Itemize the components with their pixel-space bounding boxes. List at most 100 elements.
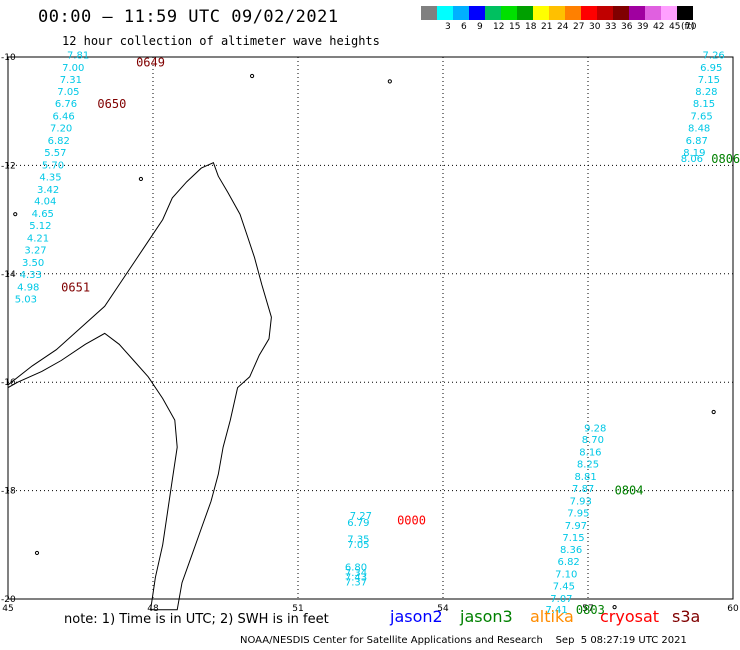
y-tick-label: -14 <box>1 270 16 280</box>
swh-value-label: 7.26 <box>703 50 725 61</box>
swh-value-label: 7.97 <box>565 521 587 532</box>
swh-value-label: 7.10 <box>555 570 577 581</box>
legend-swatch <box>549 6 565 20</box>
swh-value-label: 4.21 <box>27 234 49 245</box>
swh-value-label: 6.46 <box>52 112 74 123</box>
swh-value-label: 7.34 <box>345 568 367 579</box>
coastline <box>7 73 716 611</box>
swh-value-label: 6.79 <box>347 518 369 529</box>
swh-value-label: 8.81 <box>574 472 596 483</box>
swh-value-label: 8.36 <box>560 545 582 556</box>
lat-lon-grid <box>8 57 733 599</box>
x-tick-label: 60 <box>727 604 739 614</box>
track-time-label: 0804 <box>615 484 644 498</box>
x-tick-label: 57 <box>582 604 593 614</box>
track-group: 7.81 7.007.317.056.76 6.467.206.825.575.70… <box>15 50 165 305</box>
swh-value-label: 6.95 <box>700 63 722 74</box>
swh-value-label: 5.03 <box>15 294 37 305</box>
legend-label: 70 <box>685 22 697 32</box>
legend-label: 27 <box>573 22 585 32</box>
legend-swatch <box>469 6 485 20</box>
swh-value-label: 7.43 <box>345 572 367 583</box>
legend-label: 18 <box>525 22 537 32</box>
swh-value-label: 6.87 <box>686 136 708 147</box>
swh-value-label: 5.70 <box>42 160 64 171</box>
swh-value-label: 7.65 <box>690 112 712 123</box>
swh-value-label: 7.93 <box>570 496 592 507</box>
credit-line: NOAA/NESDIS Center for Satellite Applica… <box>240 635 687 646</box>
legend-swatch <box>453 6 469 20</box>
legend-swatch <box>421 6 437 20</box>
satellite-label-cryosat: cryosat <box>600 607 660 626</box>
swh-value-label: 7.41 <box>545 605 567 616</box>
swh-value-label: 8.06 <box>681 154 703 165</box>
y-tick-label: -16 <box>1 378 16 388</box>
swh-value-label: 6.76 <box>55 99 77 110</box>
swh-value-label: 8.70 <box>582 435 604 446</box>
y-tick-label: -18 <box>1 487 16 497</box>
x-tick-label: 51 <box>292 604 303 614</box>
legend-label: 6 <box>461 22 467 32</box>
legend-label: 30 <box>589 22 601 32</box>
island-outline <box>13 212 18 217</box>
track-time-label: 0806 <box>711 152 740 166</box>
swh-value-label: 7.15 <box>698 75 720 86</box>
swh-value-label: 7.00 <box>62 63 84 74</box>
legend-swatch <box>485 6 501 20</box>
swh-value-label: 4.33 <box>20 270 42 281</box>
color-scale-legend <box>421 6 693 20</box>
swh-value-label: 8.25 <box>577 460 599 471</box>
legend-swatch <box>629 6 645 20</box>
legend-label: 24 <box>557 22 569 32</box>
swh-value-label: 5.12 <box>29 221 51 232</box>
legend-label: 42 <box>653 22 665 32</box>
x-tick-label: 48 <box>147 604 159 614</box>
swh-value-label: 7.05 <box>347 540 369 551</box>
island-outline <box>34 550 40 556</box>
legend-unit: (ft) <box>681 22 695 32</box>
legend-label: 12 <box>493 22 505 32</box>
track-group: 9.288.70 8.168.258.817.877.937.95 7.977.15… <box>545 423 643 617</box>
swh-value-label: 4.65 <box>32 209 54 220</box>
legend-label: 33 <box>605 22 617 32</box>
island-outline <box>387 79 392 84</box>
legend-label: 3 <box>445 22 451 32</box>
swh-value-label: 7.35 <box>347 534 369 545</box>
x-tick-label: 54 <box>437 604 449 614</box>
altimeter-tracks: 7.817.007.317.056.766.467.206.825.575.70… <box>15 50 740 616</box>
swh-value-label: 8.16 <box>579 448 601 459</box>
swh-value-label: 7.15 <box>562 533 584 544</box>
island-outline <box>249 73 255 79</box>
swh-value-label: 7.07 <box>550 594 572 605</box>
swh-value-label: 4.35 <box>39 172 61 183</box>
map-frame <box>7 56 734 600</box>
swh-value-label: 6.82 <box>48 136 70 147</box>
footer-note: note: 1) Time is in UTC; 2) SWH is in fe… <box>64 612 329 627</box>
y-tick-label: -20 <box>1 595 16 605</box>
satellite-label-altika: altika <box>530 607 574 626</box>
island-outline <box>711 409 716 415</box>
island-outline <box>612 605 617 610</box>
satellite-label-s3a: s3a <box>672 607 701 626</box>
swh-value-label: 6.80 <box>345 563 367 574</box>
legend-swatch <box>677 6 693 20</box>
swh-value-label: 8.28 <box>695 87 717 98</box>
swh-value-label: 7.87 <box>572 484 594 495</box>
swh-value-label: 7.20 <box>50 124 72 135</box>
swh-value-label: 8.48 <box>688 124 710 135</box>
track-group: 7.26 6.957.158.288.15 7.658.486.878.198.06… <box>681 50 740 166</box>
legend-label: 15 <box>509 22 521 32</box>
x-tick-label: 45 <box>2 604 13 614</box>
swh-value-label: 7.31 <box>60 75 82 86</box>
legend-label: 45 <box>669 22 681 32</box>
legend-swatch <box>581 6 597 20</box>
island-outline <box>138 176 144 182</box>
legend-label: 39 <box>637 22 649 32</box>
track-time-label: 0651 <box>61 280 90 294</box>
satellite-label-jason3: jason3 <box>460 607 513 626</box>
madagascar-coastline <box>7 162 272 611</box>
legend-swatch <box>613 6 629 20</box>
swh-value-label: 6.82 <box>558 557 580 568</box>
swh-value-label: 5.57 <box>44 148 66 159</box>
swh-value-label: 3.27 <box>24 245 46 256</box>
